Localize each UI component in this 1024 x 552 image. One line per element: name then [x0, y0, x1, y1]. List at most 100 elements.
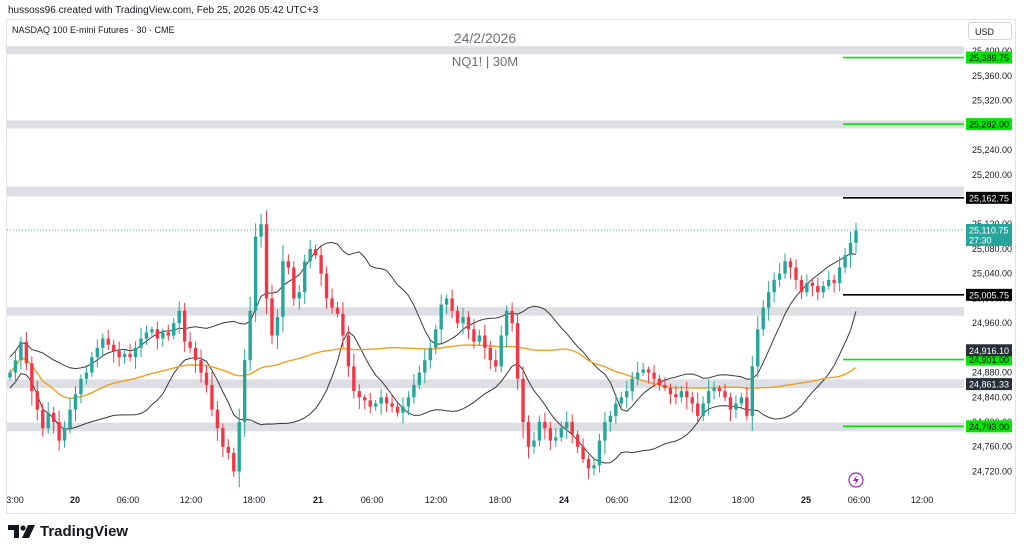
candle[interactable]	[264, 210, 269, 315]
candle[interactable]	[750, 356, 754, 432]
currency-selector[interactable]: USD	[968, 22, 1012, 40]
candle[interactable]	[73, 386, 78, 422]
candle[interactable]	[543, 412, 547, 440]
candle[interactable]	[723, 383, 727, 402]
candle[interactable]	[363, 394, 367, 410]
candle[interactable]	[848, 231, 853, 268]
candle[interactable]	[313, 244, 318, 259]
candle[interactable]	[810, 278, 815, 297]
candle[interactable]	[477, 329, 482, 346]
candle[interactable]	[237, 408, 241, 488]
candle[interactable]	[444, 294, 449, 314]
candle[interactable]	[739, 392, 744, 410]
candle[interactable]	[428, 340, 432, 369]
candle[interactable]	[772, 272, 776, 303]
candle[interactable]	[24, 331, 29, 371]
candle[interactable]	[559, 421, 563, 442]
price-level-tag[interactable]: 25,005.75	[966, 288, 1012, 301]
candle[interactable]	[488, 340, 493, 370]
candle[interactable]	[504, 305, 509, 348]
candle[interactable]	[565, 411, 569, 439]
candle[interactable]	[122, 348, 127, 364]
candle[interactable]	[439, 294, 443, 344]
candle[interactable]	[761, 300, 765, 337]
candle[interactable]	[172, 317, 176, 340]
candle[interactable]	[395, 401, 400, 417]
candle[interactable]	[215, 401, 220, 441]
candle[interactable]	[248, 296, 252, 372]
candle[interactable]	[166, 324, 170, 341]
candle[interactable]	[286, 254, 291, 275]
candle[interactable]	[144, 325, 149, 345]
candle[interactable]	[352, 353, 356, 399]
candle[interactable]	[243, 349, 247, 437]
candle[interactable]	[734, 395, 738, 418]
candle[interactable]	[68, 397, 72, 434]
candle[interactable]	[57, 410, 61, 451]
candle[interactable]	[696, 392, 700, 424]
candle[interactable]	[373, 400, 378, 411]
candle[interactable]	[701, 396, 705, 422]
candle[interactable]	[177, 301, 181, 334]
candle[interactable]	[368, 392, 372, 414]
candle[interactable]	[510, 302, 514, 332]
candle[interactable]	[117, 341, 121, 367]
candle[interactable]	[30, 356, 34, 406]
candle[interactable]	[608, 410, 613, 432]
candle[interactable]	[384, 392, 389, 413]
candle[interactable]	[259, 214, 263, 248]
candle[interactable]	[816, 277, 820, 301]
price-level-tag[interactable]: 24,916.10	[966, 344, 1012, 357]
candle[interactable]	[390, 395, 394, 413]
candle[interactable]	[483, 324, 487, 360]
candle[interactable]	[133, 341, 138, 369]
candle[interactable]	[575, 430, 580, 454]
price-level-tag[interactable]: 24,861.33	[966, 378, 1012, 391]
candle[interactable]	[685, 381, 689, 410]
candle[interactable]	[46, 402, 50, 434]
candle[interactable]	[51, 406, 56, 434]
candle[interactable]	[706, 379, 711, 416]
price-level-tag[interactable]: 24,901.00	[966, 353, 1012, 366]
candle[interactable]	[630, 371, 634, 401]
candle[interactable]	[210, 372, 214, 417]
candle[interactable]	[788, 258, 793, 279]
candle[interactable]	[182, 302, 187, 353]
candle[interactable]	[417, 365, 422, 389]
candle[interactable]	[521, 366, 525, 439]
candle[interactable]	[532, 431, 536, 454]
candle[interactable]	[341, 301, 345, 348]
candle[interactable]	[614, 393, 618, 424]
candle[interactable]	[193, 341, 198, 373]
candle[interactable]	[270, 284, 274, 345]
candle[interactable]	[712, 381, 716, 400]
candle[interactable]	[777, 263, 782, 287]
candle[interactable]	[668, 383, 673, 405]
candle[interactable]	[292, 261, 296, 306]
price-level-tag[interactable]: 25,282.00	[966, 118, 1012, 131]
candle[interactable]	[586, 454, 591, 479]
candle[interactable]	[90, 352, 94, 377]
candle[interactable]	[357, 384, 362, 410]
candle[interactable]	[657, 374, 662, 391]
lightning-icon[interactable]	[848, 472, 864, 488]
candle[interactable]	[139, 327, 143, 357]
candle[interactable]	[324, 266, 329, 309]
candle[interactable]	[619, 391, 623, 408]
candle[interactable]	[450, 289, 454, 319]
candle[interactable]	[41, 403, 45, 437]
candle[interactable]	[827, 270, 831, 290]
candle[interactable]	[652, 365, 656, 387]
candle[interactable]	[253, 223, 258, 323]
candle[interactable]	[537, 415, 542, 447]
candle[interactable]	[101, 333, 105, 356]
candle[interactable]	[745, 387, 749, 421]
candle[interactable]	[455, 305, 460, 329]
candle[interactable]	[766, 281, 771, 321]
candle[interactable]	[756, 316, 760, 378]
candle[interactable]	[226, 439, 231, 460]
candle[interactable]	[188, 332, 192, 353]
candle[interactable]	[84, 365, 89, 385]
candle[interactable]	[303, 254, 307, 304]
candle[interactable]	[297, 284, 301, 310]
